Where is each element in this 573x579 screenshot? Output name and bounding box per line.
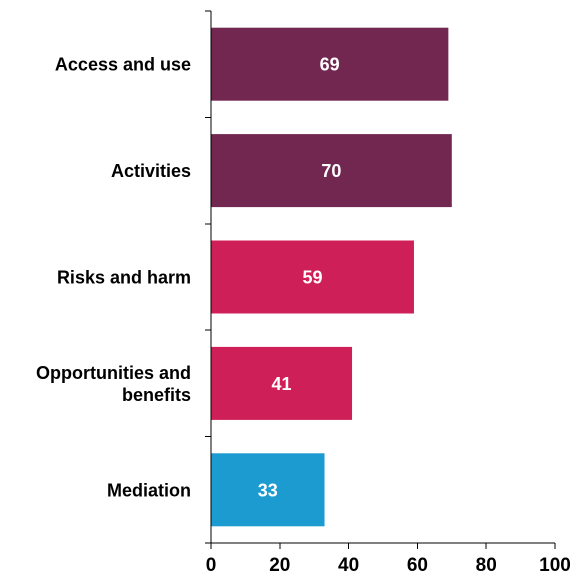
x-tick-label: 60 (407, 555, 428, 576)
x-tick-label: 20 (269, 555, 290, 576)
category-label-line: Opportunities and (36, 363, 191, 383)
category-label-3: Risks and harm (57, 268, 191, 288)
x-tick-label: 80 (476, 555, 497, 576)
category-label-line: Mediation (107, 480, 191, 500)
labels-group: 69 Access and use 70 Activities 59 Risks and … (36, 55, 571, 576)
category-label-line: Risks and harm (57, 268, 191, 288)
data-label-1: 69 (320, 55, 340, 75)
category-label-1: Access and use (55, 55, 191, 75)
axes-group (205, 10, 556, 549)
category-label-line: Access and use (55, 55, 191, 75)
category-label-5: Mediation (107, 480, 191, 500)
bar-5 (211, 453, 325, 527)
data-label-2: 70 (321, 161, 341, 181)
bar-2 (211, 134, 452, 208)
x-tick-label: 100 (539, 555, 571, 576)
bar-1 (211, 27, 449, 101)
bars-group (211, 27, 452, 527)
category-label-line: benefits (122, 385, 191, 405)
data-label-3: 59 (302, 268, 322, 288)
x-tick-label: 40 (338, 555, 359, 576)
data-label-4: 41 (272, 374, 292, 394)
x-tick-label: 0 (206, 555, 217, 576)
category-label-4: Opportunities and benefits (36, 363, 191, 405)
category-label-line: Activities (111, 161, 191, 181)
bar-4 (211, 346, 353, 420)
category-label-2: Activities (111, 161, 191, 181)
data-label-5: 33 (258, 480, 278, 500)
bar-3 (211, 240, 414, 314)
